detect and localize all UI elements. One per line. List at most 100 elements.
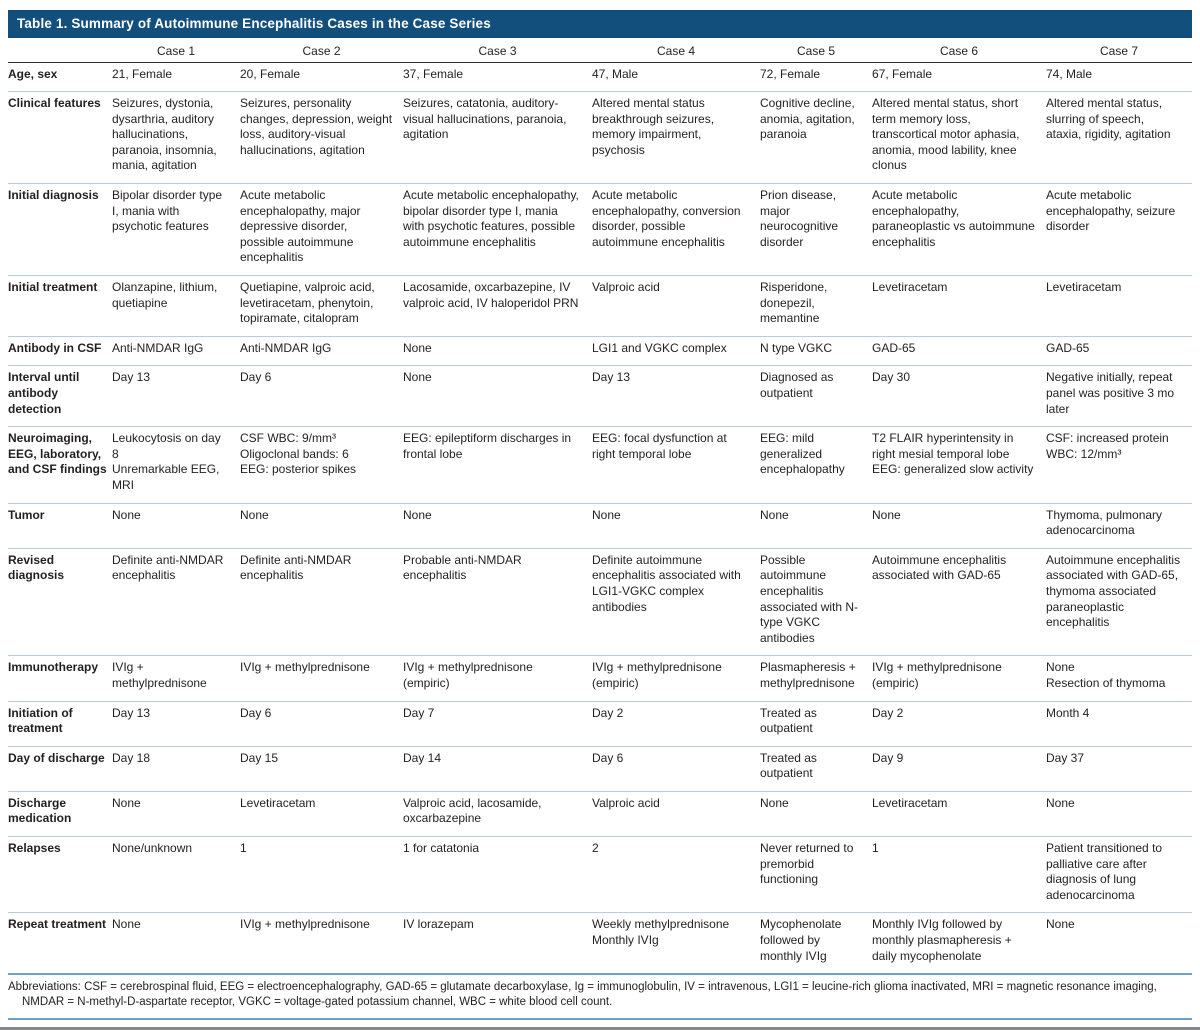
table-cell: EEG: focal dysfunction at right temporal… xyxy=(592,431,727,461)
table-row: Tumor None None None None None None Thymoma, pu… xyxy=(8,503,1192,549)
table-cell: CSF WBC: 9/mm³ Oligoclonal bands: 6 EEG:… xyxy=(240,431,357,477)
table-body: Age, sex 21, Female 20, Female 37, Female 47… xyxy=(8,62,1192,975)
case-column-header: Case 1 xyxy=(112,37,240,63)
table-cell: 1 xyxy=(872,841,879,856)
table-cell: IV lorazepam xyxy=(403,917,474,932)
table-cell: Valproic acid, lacosamide, oxcarbazepine xyxy=(403,795,542,826)
table-cell: GAD-65 xyxy=(1046,340,1090,355)
table-cell: IVIg + methylprednisone xyxy=(240,917,370,932)
table-cell: None xyxy=(240,507,269,522)
table-cell: None xyxy=(760,795,789,810)
row-label: Day of discharge xyxy=(8,750,105,765)
table-row: Clinical features Seizures, dystonia, dys… xyxy=(8,92,1192,184)
table-cell: None xyxy=(760,507,789,522)
abbreviations-footnote: Abbreviations: CSF = cerebrospinal fluid… xyxy=(8,975,1192,1020)
table-cell: Day 6 xyxy=(240,370,272,385)
table-cell: EEG: mild generalized encephalopathy xyxy=(760,431,845,477)
table-cell: Autoimmune encephalitis associated with … xyxy=(1046,552,1181,630)
table-cell: Altered mental status, short term memory… xyxy=(872,96,1020,173)
table-cell: Acute metabolic encephalopathy, paraneop… xyxy=(872,188,1035,249)
row-label: Relapses xyxy=(8,841,61,856)
table-cell: Day 2 xyxy=(592,705,624,720)
table-cell: Treated as outpatient xyxy=(760,750,817,781)
table-cell: None xyxy=(872,507,901,522)
table-cell: Levetiracetam xyxy=(872,795,948,810)
table-cell: LGI1 and VGKC complex xyxy=(592,340,727,355)
table-row: Revised diagnosis Definite anti-NMDAR enc… xyxy=(8,548,1192,656)
table-cell: None xyxy=(112,507,141,522)
table-cell: IVIg + methylprednisone (empiric) xyxy=(872,660,1002,690)
table-cell: Day 15 xyxy=(240,750,279,765)
table-cell: Day 30 xyxy=(872,370,911,385)
table-row: Discharge medication None Levetiracetam Val… xyxy=(8,791,1192,837)
table-cell: Levetiracetam xyxy=(1046,280,1122,295)
row-label: Initial diagnosis xyxy=(8,188,99,203)
table-cell: None xyxy=(592,507,621,522)
table-cell: 37, Female xyxy=(403,66,464,81)
table-cell: Day 13 xyxy=(112,370,151,385)
row-label: Initial treatment xyxy=(8,280,98,295)
table-cell: Lacosamide, oxcarbazepine, IV valproic a… xyxy=(403,280,579,310)
table-cell: Seizures, personality changes, depressio… xyxy=(240,96,393,157)
table-cell: Bipolar disorder type I, mania with psyc… xyxy=(112,188,223,234)
table-cell: Mycophenolate followed by monthly IVIg xyxy=(760,917,842,963)
table-cell: None xyxy=(1046,917,1075,932)
row-label: Initiation of treatment xyxy=(8,705,73,736)
table-cell: Levetiracetam xyxy=(872,280,948,295)
table-cell: None Resection of thymoma xyxy=(1046,660,1166,690)
table-cell: Cognitive decline, anomia, agitation, pa… xyxy=(760,96,855,142)
row-label-header xyxy=(8,37,112,63)
table-cell: Quetiapine, valproic acid, levetiracetam… xyxy=(240,280,375,326)
table-row: Initial diagnosis Bipolar disorder type I… xyxy=(8,184,1192,276)
table-cell: Anti-NMDAR IgG xyxy=(112,340,204,355)
table-row: Interval until antibody detection Day 13 D… xyxy=(8,366,1192,427)
table-cell: Valproic acid xyxy=(592,280,660,295)
row-label: Antibody in CSF xyxy=(8,340,102,355)
case-column-header: Case 7 xyxy=(1046,37,1192,63)
table-cell: Day 14 xyxy=(403,750,442,765)
row-label: Neuroimaging, EEG, laboratory, and CSF f… xyxy=(8,431,107,477)
table-cell: Acute metabolic encephalopathy, bipolar … xyxy=(403,188,579,249)
table-cell: Day 6 xyxy=(240,705,272,720)
table-cell: Day 13 xyxy=(112,705,151,720)
table-cell: GAD-65 xyxy=(872,340,916,355)
table-cell: 1 for catatonia xyxy=(403,841,480,856)
case-column-header: Case 3 xyxy=(403,37,592,63)
case-column-header: Case 5 xyxy=(760,37,872,63)
table-cell: Monthly IVIg followed by monthly plasmap… xyxy=(872,917,1012,963)
case-series-table: Case 1 Case 2 Case 3 Case 4 Case 5 Case 6 Case… xyxy=(8,37,1192,976)
table-cell: None xyxy=(403,507,432,522)
table-title: Table 1. Summary of Autoimmune Encephali… xyxy=(17,16,491,31)
table-cell: Probable anti-NMDAR encephalitis xyxy=(403,552,522,583)
table-cell: CSF: increased protein WBC: 12/mm³ xyxy=(1046,431,1169,461)
bottom-divider xyxy=(0,1026,1200,1030)
table-cell: IVIg + methylprednisone (empiric) xyxy=(403,660,533,690)
table-cell: Possible autoimmune encephalitis associa… xyxy=(760,552,859,645)
table-row: Immunotherapy IVIg + methylprednisone IVIg… xyxy=(8,656,1192,701)
table-cell: Plasmapheresis + methylprednisone xyxy=(760,660,856,690)
table-cell: N type VGKC xyxy=(760,340,833,355)
table-cell: Day 6 xyxy=(592,750,624,765)
table-cell: 1 xyxy=(240,841,247,856)
table-cell: 67, Female xyxy=(872,66,933,81)
row-label: Tumor xyxy=(8,507,45,522)
table-row: Relapses None/unknown 1 1 for catatonia 2 Nev… xyxy=(8,837,1192,913)
table-cell: IVIg + methylprednisone (empiric) xyxy=(592,660,722,690)
case-column-header: Case 6 xyxy=(872,37,1046,63)
footnote-text: Abbreviations: CSF = cerebrospinal fluid… xyxy=(8,981,1157,1009)
case-header-row: Case 1 Case 2 Case 3 Case 4 Case 5 Case 6 Case… xyxy=(8,37,1192,63)
table-cell: Acute metabolic encephalopathy, major de… xyxy=(240,188,361,265)
table-row: Repeat treatment None IVIg + methylprednis… xyxy=(8,913,1192,975)
table-cell: Levetiracetam xyxy=(240,795,316,810)
row-label: Clinical features xyxy=(8,96,101,111)
table-cell: None/unknown xyxy=(112,841,193,856)
table-cell: None xyxy=(112,917,141,932)
table-row: Neuroimaging, EEG, laboratory, and CSF f… xyxy=(8,427,1192,504)
table-cell: None xyxy=(403,370,432,385)
table-cell: Definite autoimmune encephalitis associa… xyxy=(592,552,741,614)
table-cell: Seizures, catatonia, auditory-visual hal… xyxy=(403,96,567,142)
table-cell: Month 4 xyxy=(1046,705,1090,720)
table-cell: 21, Female xyxy=(112,66,173,81)
table-cell: Day 9 xyxy=(872,750,904,765)
